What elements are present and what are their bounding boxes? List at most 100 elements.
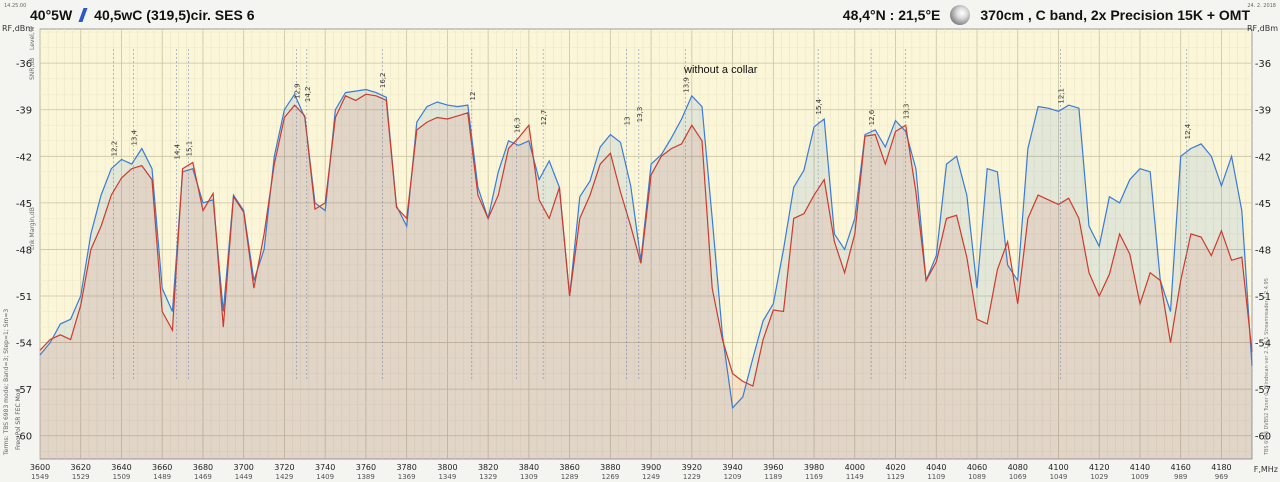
x-tick-if: 969 (1215, 473, 1228, 481)
x-tick-if: 1449 (235, 473, 253, 481)
y-tick-left: -36 (16, 59, 32, 70)
x-tick-if: 1169 (805, 473, 823, 481)
peak-label: 12 (469, 92, 477, 101)
x-tick-freq: 4160 (1171, 463, 1191, 472)
peak-label: 15,1 (186, 141, 194, 157)
x-tick-if: 1029 (1090, 473, 1108, 481)
series-area (40, 89, 1252, 459)
peak-label: 13,3 (903, 104, 911, 120)
x-tick-freq: 3880 (600, 463, 620, 472)
x-tick-freq: 3740 (315, 463, 335, 472)
x-tick-if: 1549 (31, 473, 49, 481)
y-tick-right: -39 (1255, 106, 1271, 117)
y-tick-left: -57 (16, 385, 32, 396)
x-tick-if: 1349 (438, 473, 456, 481)
peak-label: 15,4 (815, 98, 823, 114)
x-tick-freq: 3960 (763, 463, 783, 472)
x-tick-if: 1429 (276, 473, 294, 481)
peak-label: 12,9 (294, 83, 302, 99)
satellite-name: 40,5wC (319,5)cir. SES 6 (94, 7, 255, 23)
y-tick-left: -51 (16, 292, 32, 303)
x-tick-freq: 4000 (845, 463, 865, 472)
x-tick-if: 1269 (601, 473, 619, 481)
x-tick-if: 1189 (764, 473, 782, 481)
x-tick-freq: 4180 (1211, 463, 1231, 472)
y-tick-right: -60 (1255, 432, 1271, 443)
x-tick-if: 1369 (398, 473, 416, 481)
y-tick-left: -42 (16, 152, 32, 163)
peak-label: 13,3 (636, 107, 644, 123)
y-axis-label-left: RF,dBm (2, 24, 33, 33)
x-tick-freq: 3780 (396, 463, 416, 472)
x-tick-if: 1049 (1050, 473, 1068, 481)
x-tick-if: 1089 (968, 473, 986, 481)
x-tick-freq: 3600 (30, 463, 50, 472)
snr-axis-label: SNR,dB (29, 58, 36, 80)
peak-label: 12,7 (540, 110, 548, 126)
x-tick-if: 1009 (1131, 473, 1149, 481)
dish-icon (950, 5, 971, 25)
x-tick-freq: 3700 (234, 463, 254, 472)
x-tick-freq: 3840 (519, 463, 539, 472)
x-tick-freq: 3640 (111, 463, 131, 472)
link-margin-axis-label: Lnk Margin,dB (29, 207, 36, 250)
annotation-without-collar: without a collar (683, 64, 758, 76)
y-tick-right: -51 (1255, 292, 1271, 303)
y-tick-left: -54 (16, 339, 32, 350)
peak-label: 14,4 (173, 143, 181, 159)
x-tick-if: 1509 (113, 473, 131, 481)
x-tick-if: 1329 (479, 473, 497, 481)
peak-label: 13,9 (683, 77, 691, 93)
x-tick-freq: 4100 (1048, 463, 1068, 472)
header-right: 48,4°N : 21,5°E 370cm , C band, 2x Preci… (843, 0, 1250, 30)
series-layer (39, 88, 1253, 459)
antenna-setup: 370cm , C band, 2x Precision 15K + OMT (980, 7, 1250, 23)
x-tick-if: 1209 (724, 473, 742, 481)
x-tick-if: 989 (1174, 473, 1187, 481)
y-tick-left: -45 (16, 199, 32, 210)
date-stamp: 24. 2. 2018 (1247, 3, 1276, 9)
x-tick-freq: 4060 (967, 463, 987, 472)
y-tick-right: -42 (1255, 152, 1271, 163)
x-tick-freq: 3680 (193, 463, 213, 472)
peak-label: 12,1 (1058, 88, 1066, 104)
x-tick-if: 1469 (194, 473, 212, 481)
x-tick-freq: 3720 (274, 463, 294, 472)
x-tick-if: 1409 (316, 473, 334, 481)
x-tick-freq: 4140 (1130, 463, 1150, 472)
x-tick-if: 1229 (683, 473, 701, 481)
x-tick-freq: 3980 (804, 463, 824, 472)
y-tick-right: -36 (1255, 59, 1271, 70)
series-area (40, 94, 1252, 459)
y-tick-right: -45 (1255, 199, 1271, 210)
satellite-position: 40°5W (30, 7, 73, 23)
receiver-location: 48,4°N : 21,5°E (842, 7, 941, 23)
y-tick-right: -57 (1255, 385, 1271, 396)
x-tick-if: 1249 (642, 473, 660, 481)
x-axis-unit: F,MHz (1254, 465, 1278, 474)
x-tick-freq: 3660 (152, 463, 172, 472)
y-tick-left: -60 (16, 432, 32, 443)
x-tick-if: 1109 (927, 473, 945, 481)
y-tick-left: -39 (16, 106, 32, 117)
grid-lines (39, 29, 1252, 459)
x-tick-if: 1289 (561, 473, 579, 481)
x-tick-if: 1149 (846, 473, 864, 481)
scan-terms: Terms: TBS 6983 mode; Band=3; Step=1; Sm… (3, 309, 10, 456)
x-tick-if: 1309 (520, 473, 538, 481)
x-tick-freq: 3920 (682, 463, 702, 472)
x-tick-freq: 3620 (71, 463, 91, 472)
header-left: 40°5W 40,5wC (319,5)cir. SES 6 (30, 0, 255, 30)
peak-label: 16,3 (514, 118, 522, 134)
x-tick-if: 1529 (72, 473, 90, 481)
x-tick-if: 1129 (887, 473, 905, 481)
x-tick-freq: 3800 (437, 463, 457, 472)
peak-label: 16,2 (379, 73, 387, 89)
x-tick-if: 1389 (357, 473, 375, 481)
plot-area (39, 28, 1253, 460)
time-stamp: 14.25.00 (4, 3, 26, 9)
x-tick-freq: 4120 (1089, 463, 1109, 472)
peak-label: 12,2 (110, 141, 118, 157)
axis-ticks: -36 -36 -39 -39 -42 -42 -45 -45 -48 -48 -51 -51 -54 -… (16, 59, 1271, 481)
